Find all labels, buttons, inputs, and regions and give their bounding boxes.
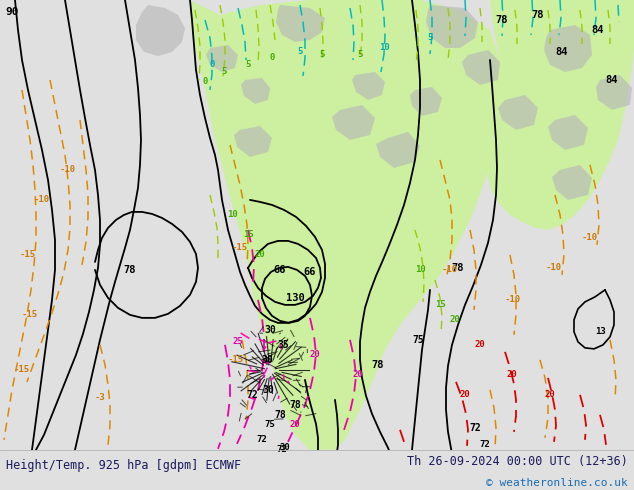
Text: 130: 130	[286, 293, 304, 303]
Text: Height/Temp. 925 hPa [gdpm] ECMWF: Height/Temp. 925 hPa [gdpm] ECMWF	[6, 459, 242, 471]
Text: 20: 20	[507, 370, 517, 379]
Text: -15: -15	[228, 355, 244, 365]
Text: 84: 84	[592, 25, 604, 35]
Text: 20: 20	[460, 391, 470, 399]
Text: 20: 20	[545, 391, 555, 399]
Text: -10: -10	[442, 266, 458, 274]
Text: 90: 90	[5, 7, 19, 17]
Text: -15: -15	[22, 310, 38, 319]
Text: 78: 78	[496, 15, 508, 25]
Text: 66: 66	[304, 267, 316, 277]
Text: 20: 20	[309, 350, 320, 359]
Polygon shape	[526, 0, 595, 78]
Text: 13: 13	[595, 327, 605, 336]
Text: 10: 10	[380, 44, 391, 52]
Text: -3: -3	[94, 393, 105, 402]
Text: 30: 30	[280, 443, 290, 452]
Text: 20: 20	[450, 316, 460, 324]
Text: 5: 5	[320, 50, 325, 59]
Text: 10: 10	[226, 210, 237, 220]
Text: -10: -10	[505, 295, 521, 304]
Text: 5: 5	[245, 60, 250, 70]
Text: 30: 30	[264, 325, 276, 335]
Polygon shape	[498, 95, 538, 130]
Polygon shape	[487, 0, 634, 230]
Text: 84: 84	[605, 75, 618, 85]
Text: 78: 78	[274, 410, 286, 420]
Text: -15: -15	[20, 250, 36, 259]
Text: 0: 0	[269, 53, 275, 63]
Text: 5: 5	[427, 33, 432, 43]
Text: -15: -15	[232, 244, 248, 252]
Text: 15: 15	[435, 300, 445, 309]
Text: 72: 72	[469, 423, 481, 433]
Text: 75: 75	[412, 335, 424, 345]
Text: 15: 15	[243, 230, 254, 240]
Text: 20: 20	[255, 250, 266, 259]
Polygon shape	[234, 126, 272, 157]
Text: 72: 72	[480, 441, 490, 449]
Polygon shape	[136, 5, 185, 56]
Text: 66: 66	[274, 265, 286, 275]
Text: 5: 5	[297, 48, 302, 56]
Text: 35: 35	[277, 340, 289, 350]
Text: 72: 72	[246, 390, 258, 400]
Text: 10: 10	[415, 266, 425, 274]
Text: 78: 78	[532, 10, 544, 20]
Text: 78: 78	[289, 400, 301, 410]
Polygon shape	[596, 75, 632, 110]
Text: Th 26-09-2024 00:00 UTC (12+36): Th 26-09-2024 00:00 UTC (12+36)	[407, 455, 628, 467]
Text: 75: 75	[264, 420, 275, 429]
Text: 72: 72	[257, 435, 268, 444]
Polygon shape	[332, 105, 375, 140]
Text: 20: 20	[475, 341, 486, 349]
Text: 0: 0	[202, 77, 208, 86]
Polygon shape	[190, 0, 510, 450]
Text: 5: 5	[358, 50, 363, 59]
Polygon shape	[241, 78, 270, 104]
Polygon shape	[462, 50, 500, 85]
Text: 84: 84	[556, 47, 568, 57]
Polygon shape	[376, 132, 420, 168]
Polygon shape	[206, 45, 238, 72]
Text: -10: -10	[546, 264, 562, 272]
Text: 30: 30	[262, 385, 274, 395]
Text: 78: 78	[124, 265, 136, 275]
Text: 0: 0	[209, 60, 215, 70]
Text: -10: -10	[582, 233, 598, 243]
Polygon shape	[352, 72, 385, 100]
Polygon shape	[426, 5, 478, 48]
Text: 30: 30	[261, 355, 273, 365]
Polygon shape	[276, 5, 325, 42]
Text: 20: 20	[353, 370, 363, 379]
Text: © weatheronline.co.uk: © weatheronline.co.uk	[486, 478, 628, 488]
Text: 25: 25	[233, 337, 243, 346]
Text: 20: 20	[290, 420, 301, 429]
Text: 78: 78	[452, 263, 464, 273]
Polygon shape	[552, 165, 592, 200]
Polygon shape	[410, 87, 442, 116]
Text: 5: 5	[221, 68, 227, 76]
Text: -15: -15	[14, 366, 30, 374]
Text: 78: 78	[372, 360, 384, 370]
Text: -10: -10	[60, 166, 76, 174]
Polygon shape	[544, 25, 592, 72]
Polygon shape	[548, 115, 588, 150]
Text: 72: 72	[276, 445, 287, 454]
Text: -10: -10	[34, 196, 50, 204]
